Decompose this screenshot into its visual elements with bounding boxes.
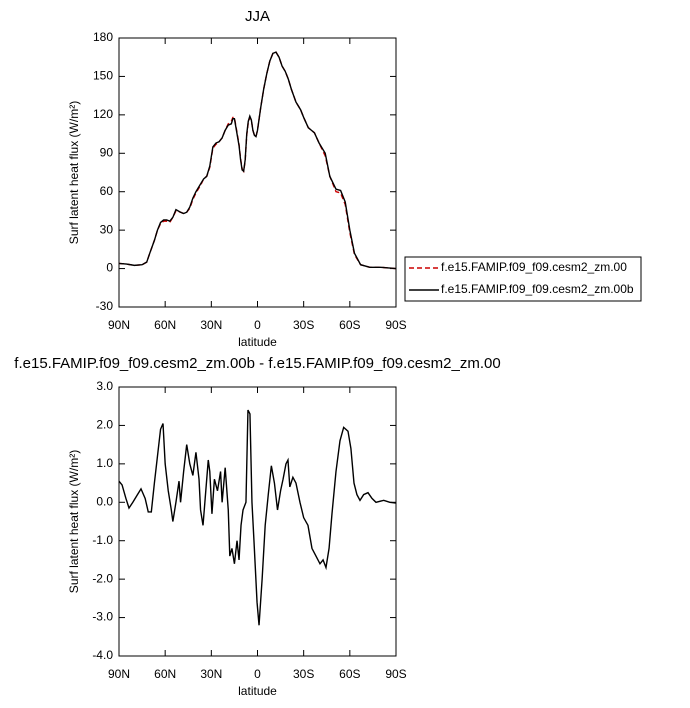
y-tick-label: 90 <box>100 145 114 159</box>
x-tick-label: 90S <box>385 667 406 681</box>
y-tick-label: 0 <box>106 261 113 275</box>
y-axis-label: Surf latent heat flux (W/m²) <box>67 101 81 244</box>
y-tick-label: 150 <box>93 69 113 83</box>
plot-frame <box>118 37 397 308</box>
x-tick-label: 30N <box>200 318 222 332</box>
data-line <box>118 409 397 626</box>
y-tick-label: -4.0 <box>92 648 113 662</box>
x-tick-label: 60S <box>339 318 360 332</box>
x-tick-label: 60N <box>154 318 176 332</box>
chart-title: f.e15.FAMIP.f09_f09.cesm2_zm.00b - f.e15… <box>14 355 500 372</box>
y-tick-label: -1.0 <box>92 533 113 547</box>
chart-title: JJA <box>245 8 270 25</box>
y-axis-label: Surf latent heat flux (W/m²) <box>67 450 81 593</box>
y-tick-label: 0.0 <box>96 494 113 508</box>
x-tick-label: 30N <box>200 667 222 681</box>
y-tick-label: 1.0 <box>96 456 113 470</box>
x-axis-label: latitude <box>238 684 277 698</box>
legend-label: f.e15.FAMIP.f09_f09.cesm2_zm.00b <box>441 282 634 296</box>
x-tick-label: 90N <box>108 318 130 332</box>
plot-frame <box>118 386 397 657</box>
y-tick-label: 120 <box>93 107 113 121</box>
y-tick-label: 60 <box>100 184 114 198</box>
data-line <box>118 51 397 270</box>
x-tick-label: 90N <box>108 667 130 681</box>
y-tick-label: 3.0 <box>96 379 113 393</box>
x-tick-label: 90S <box>385 318 406 332</box>
x-tick-label: 30S <box>293 667 314 681</box>
legend-box <box>404 256 642 302</box>
data-line <box>118 51 397 270</box>
legend-label: f.e15.FAMIP.f09_f09.cesm2_zm.00 <box>441 260 627 274</box>
x-tick-label: 0 <box>254 667 261 681</box>
y-tick-label: 30 <box>100 222 114 236</box>
x-tick-label: 0 <box>254 318 261 332</box>
x-axis-label: latitude <box>238 335 277 349</box>
y-tick-label: -30 <box>96 299 114 313</box>
x-tick-label: 60N <box>154 667 176 681</box>
x-tick-label: 30S <box>293 318 314 332</box>
y-tick-label: -2.0 <box>92 571 113 585</box>
y-tick-label: -3.0 <box>92 610 113 624</box>
y-tick-label: 180 <box>93 30 113 44</box>
x-tick-label: 60S <box>339 667 360 681</box>
y-tick-label: 2.0 <box>96 418 113 432</box>
